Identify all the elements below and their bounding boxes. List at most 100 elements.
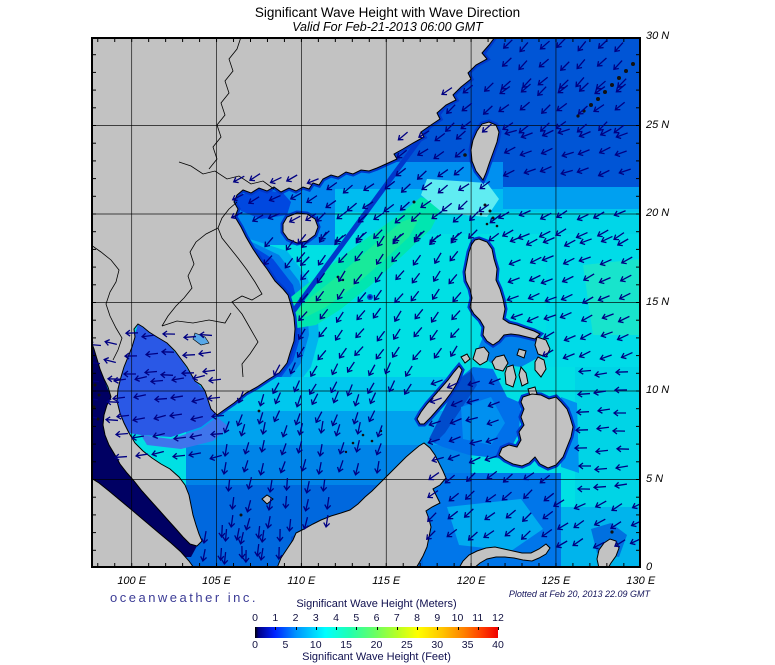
wave-arrow	[188, 451, 202, 458]
land-mindanao	[498, 393, 574, 469]
wave-arrow	[444, 122, 455, 133]
wave-arrow	[579, 238, 592, 246]
graticule	[91, 37, 641, 568]
wave-arrow	[559, 61, 570, 72]
wave-arrow	[468, 456, 481, 465]
wave-arrow	[526, 315, 539, 324]
wave-arrow	[597, 39, 608, 49]
wave-arrow	[519, 150, 532, 158]
legend-meters-tick: 10	[451, 612, 464, 624]
wave-arrow	[258, 547, 266, 561]
wave-arrow	[336, 210, 348, 220]
wave-arrow	[412, 254, 422, 266]
wave-arrow	[416, 170, 427, 180]
land-taiwan	[470, 121, 500, 181]
wave-arrow	[575, 408, 590, 416]
wave-arrow	[540, 147, 553, 156]
wave-arrow	[427, 512, 437, 523]
wave-arrow	[299, 293, 309, 304]
wave-arrow	[432, 270, 441, 283]
wave-arrow	[289, 192, 302, 201]
wave-arrow	[198, 331, 213, 339]
lon-label: 115 E	[372, 575, 401, 587]
wave-arrow	[373, 212, 385, 221]
wave-arrow	[497, 211, 510, 220]
wave-arrow	[543, 314, 556, 322]
legend-notch	[417, 627, 418, 630]
wave-arrow	[354, 346, 364, 357]
lat-label: 15 N	[646, 295, 670, 308]
land-cebu	[518, 365, 529, 387]
wave-arrow	[331, 391, 339, 404]
wave-arrow	[414, 308, 424, 320]
page-title: Significant Wave Height with Wave Direct…	[254, 5, 521, 20]
wave-arrow	[613, 60, 623, 71]
wave-arrow	[556, 38, 566, 49]
wave-arrow	[615, 83, 627, 93]
wave-arrow	[521, 512, 532, 523]
land-mindoro	[472, 346, 490, 366]
wave-arrow	[249, 173, 261, 182]
land-palawan	[416, 365, 463, 425]
wave-arrow	[541, 129, 554, 138]
country-borders	[90, 36, 275, 378]
wave-arrow	[242, 442, 250, 455]
wave-arrow	[238, 532, 245, 545]
legend-feet-tick: 5	[282, 639, 289, 651]
legend-meters-tick: 12	[492, 612, 504, 624]
wave-arrow	[272, 364, 281, 377]
wave-arrow	[131, 433, 145, 441]
wave-arrow	[283, 477, 291, 492]
wave-arrow	[428, 420, 441, 428]
wave-arrow	[132, 416, 146, 423]
wave-arrow	[611, 503, 623, 512]
wave-arrow	[614, 42, 624, 53]
wave-arrow	[413, 326, 423, 338]
wave-arrow	[446, 104, 456, 115]
wave-arrow	[354, 440, 361, 453]
wave-arrow	[353, 273, 363, 285]
wave-arrow	[236, 391, 244, 404]
wave-arrow	[296, 346, 305, 359]
wave-arrow	[404, 365, 413, 378]
land-mainland-asia	[90, 36, 496, 547]
legend-meters-tick: 2	[292, 612, 299, 624]
wave-arrow	[149, 377, 164, 385]
wave-arrow	[412, 350, 422, 361]
wave-arrow	[613, 386, 628, 394]
wave-arrow	[618, 168, 631, 176]
wave-arrow	[469, 211, 479, 222]
wave-arrow	[502, 122, 514, 131]
wave-arrow	[297, 233, 307, 245]
wave-arrow	[143, 368, 158, 376]
wave-arrow	[300, 270, 310, 281]
wave-arrow	[593, 465, 608, 473]
wave-arrow	[578, 131, 591, 139]
wave-arrow	[144, 350, 159, 358]
wave-arrow	[318, 326, 328, 338]
wave-arrow	[573, 444, 588, 452]
wave-arrow	[616, 333, 629, 342]
wave-arrow	[357, 291, 367, 303]
legend-meters-tick: 4	[333, 612, 339, 624]
wave-arrow	[518, 210, 531, 218]
wave-arrow	[152, 432, 165, 440]
wave-arrow	[170, 393, 184, 401]
ocean-band	[503, 187, 641, 209]
wave-arrow	[197, 349, 212, 357]
wave-height-map	[84, 35, 644, 569]
wave-arrow	[560, 169, 573, 177]
wave-arrow	[210, 412, 225, 420]
wave-arrow	[434, 132, 446, 142]
wave-arrow	[581, 296, 594, 305]
wave-arrow	[217, 547, 225, 562]
wave-arrow	[576, 485, 591, 493]
wave-arrow	[613, 124, 625, 134]
plotted-timestamp: Plotted at Feb 20, 2013 22.09 GMT	[508, 589, 650, 599]
wave-arrow	[557, 84, 569, 94]
wave-arrow	[454, 148, 465, 158]
wave-arrow	[431, 288, 440, 300]
wave-arrow	[429, 329, 438, 341]
wave-arrow	[451, 310, 461, 321]
wave-arrow	[353, 463, 360, 476]
